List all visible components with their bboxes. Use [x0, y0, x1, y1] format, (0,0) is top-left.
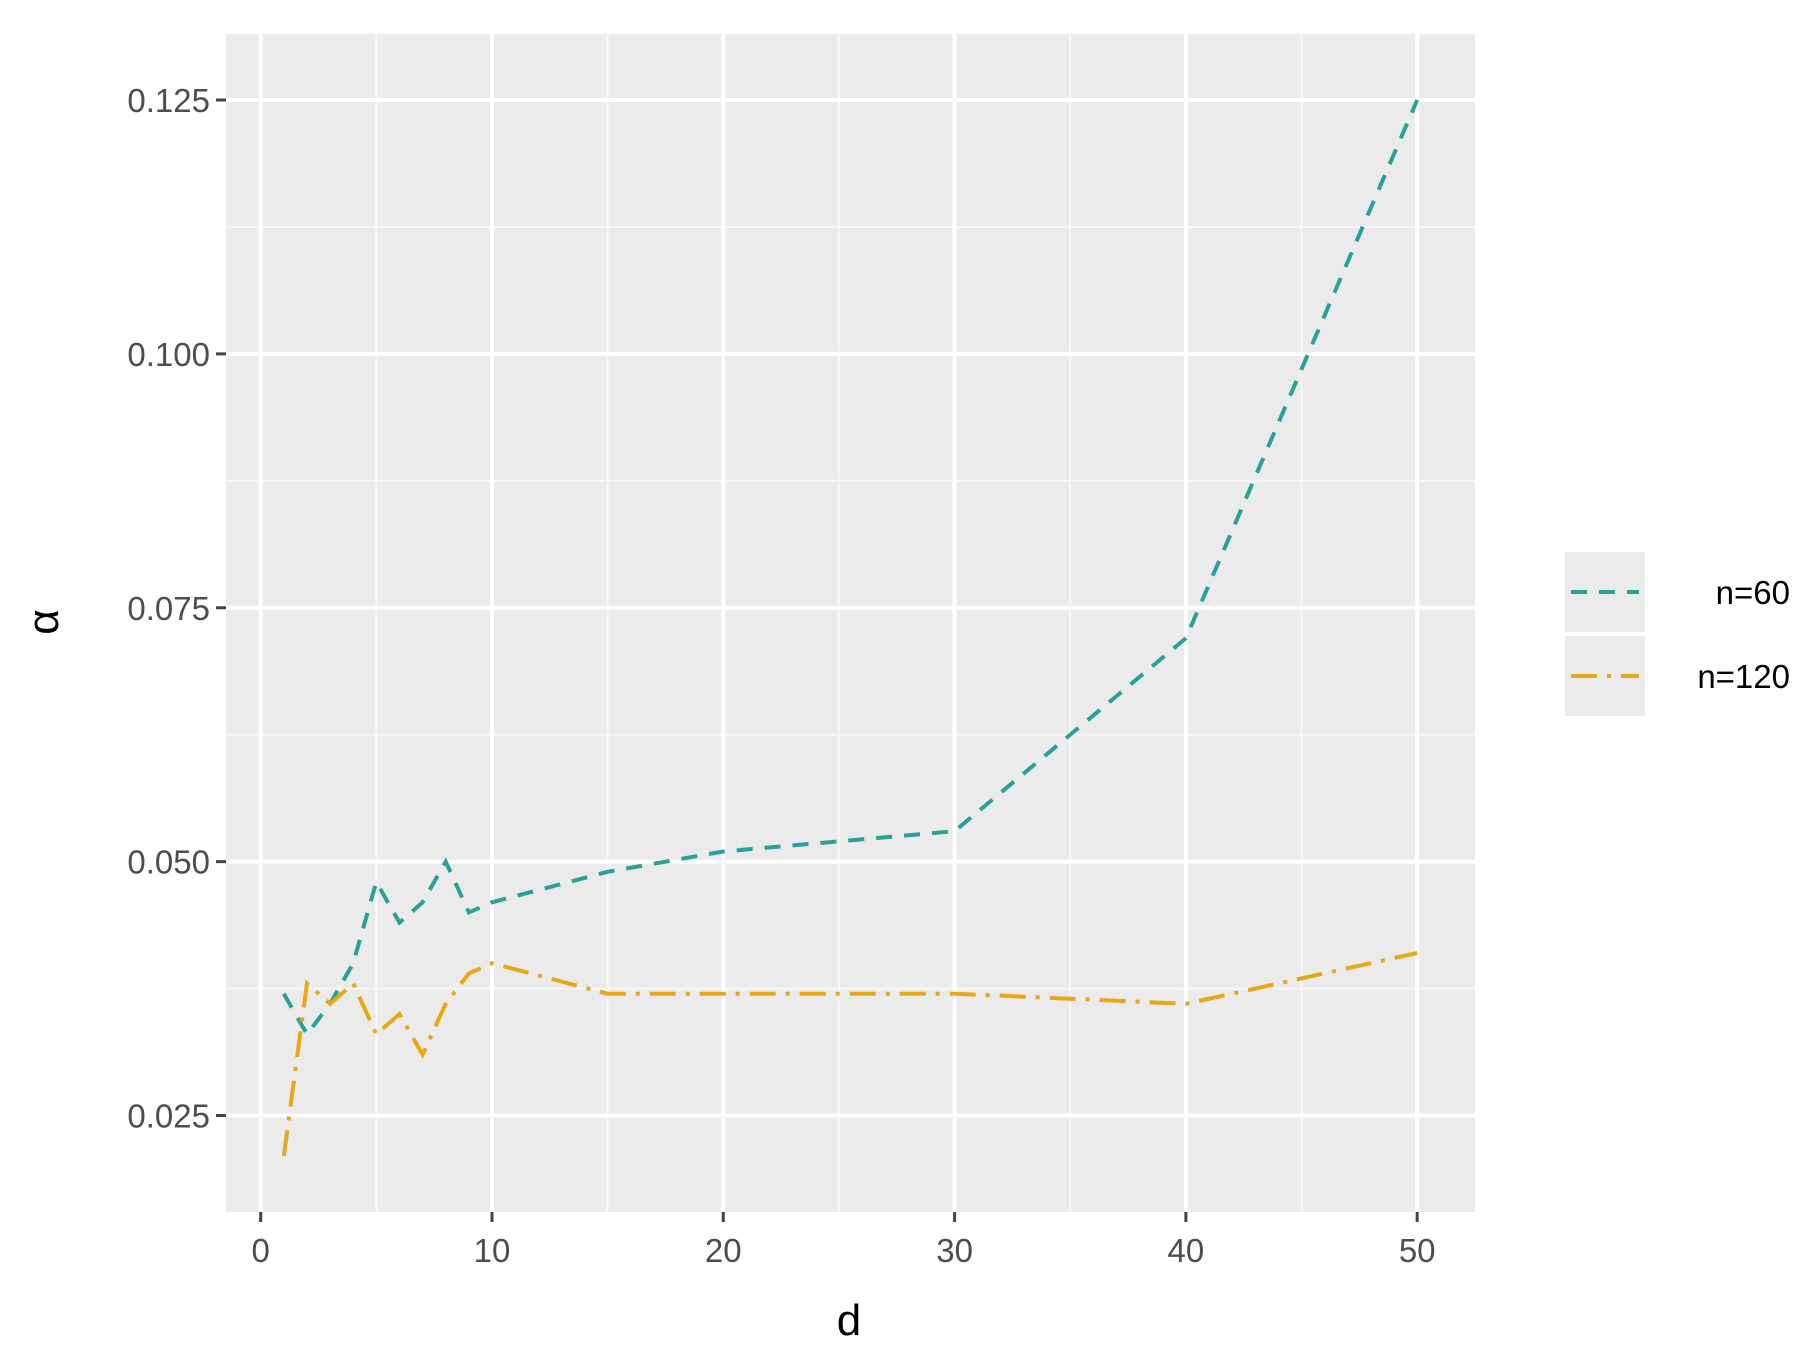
x-axis-label: d [837, 1296, 861, 1345]
y-tick-label: 0.125 [127, 82, 210, 119]
legend-label: n=120 [1697, 658, 1790, 695]
y-tick-label: 0.100 [127, 336, 210, 373]
x-tick-label: 10 [474, 1232, 511, 1269]
y-axis-label: α [19, 609, 68, 634]
series-line-2 [281, 951, 1418, 1157]
series-line-1 [282, 99, 1420, 1038]
x-tick-label: 20 [705, 1232, 742, 1269]
y-tick-label: 0.075 [127, 590, 210, 627]
x-tick-label: 40 [1168, 1232, 1205, 1269]
y-tick-label: 0.050 [127, 844, 210, 881]
x-tick-label: 50 [1399, 1232, 1436, 1269]
y-tick-label: 0.025 [127, 1098, 210, 1135]
x-tick-label: 0 [252, 1232, 270, 1269]
legend-label: n=60 [1716, 574, 1790, 611]
plot-panel [226, 34, 1475, 1212]
x-tick-label: 30 [936, 1232, 973, 1269]
